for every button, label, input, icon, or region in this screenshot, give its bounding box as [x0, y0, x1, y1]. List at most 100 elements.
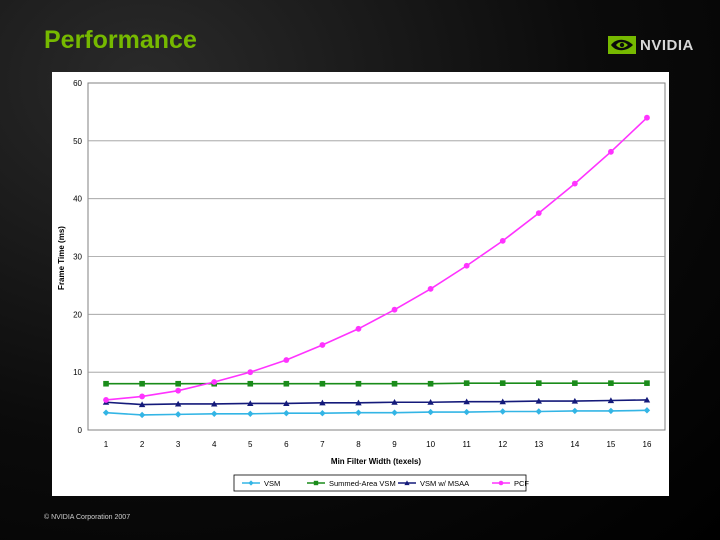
data-point-vsm-w-msaa — [319, 399, 326, 406]
data-point-summed-area-vsm — [103, 380, 109, 387]
y-tick-label: 20 — [73, 310, 82, 319]
x-tick-label: 13 — [534, 440, 543, 449]
y-tick-label: 60 — [73, 79, 82, 88]
slide-title: Performance — [44, 26, 197, 54]
legend-marker — [404, 480, 410, 486]
series-line-pcf — [105, 117, 648, 401]
legend-label: Summed-Area VSM — [329, 479, 396, 488]
data-point-pcf — [175, 387, 182, 394]
data-point-vsm-w-msaa — [463, 398, 470, 405]
data-point-pcf — [283, 357, 290, 363]
y-tick-label: 0 — [78, 426, 83, 435]
data-point-vsm-w-msaa — [643, 396, 651, 403]
data-point-pcf — [463, 262, 470, 269]
data-point-pcf — [535, 210, 542, 217]
x-tick-label: 15 — [606, 440, 615, 449]
data-point-vsm-w-msaa — [283, 400, 290, 406]
data-point-summed-area-vsm — [247, 380, 254, 387]
nvidia-logo: NVIDIA — [608, 34, 716, 56]
x-tick-label: 2 — [140, 440, 145, 449]
data-point-vsm-w-msaa — [427, 399, 434, 405]
legend-marker — [498, 480, 504, 486]
data-point-pcf — [211, 379, 218, 385]
data-point-vsm — [571, 407, 579, 415]
data-point-summed-area-vsm — [283, 380, 290, 387]
data-point-vsm — [283, 410, 290, 417]
data-point-vsm-w-msaa — [571, 397, 579, 404]
data-point-summed-area-vsm — [463, 380, 470, 386]
data-point-summed-area-vsm — [535, 380, 542, 386]
data-point-vsm — [355, 409, 362, 416]
data-point-vsm-w-msaa — [535, 397, 542, 404]
logo-text: NVIDIA — [640, 36, 694, 54]
data-point-vsm-w-msaa — [607, 397, 615, 404]
legend-entry-pcf: PCF — [492, 479, 529, 488]
series-vsm-w-msaa — [102, 396, 651, 408]
data-point-pcf — [427, 285, 434, 292]
data-point-vsm — [319, 410, 326, 417]
copyright-footer: © NVIDIA Corporation 2007 — [44, 514, 131, 521]
x-tick-label: 3 — [176, 440, 181, 449]
x-tick-label: 12 — [498, 440, 507, 449]
x-tick-label: 4 — [212, 440, 217, 449]
series-line-vsm-w-msaa — [105, 399, 647, 406]
series-vsm — [102, 407, 651, 419]
data-point-pcf — [139, 393, 145, 400]
data-point-vsm — [463, 408, 470, 416]
legend-box — [233, 474, 527, 492]
series-summed-area-vsm — [103, 380, 650, 387]
data-point-summed-area-vsm — [319, 380, 326, 387]
x-tick-label: 7 — [320, 440, 325, 449]
data-point-pcf — [644, 114, 650, 121]
data-point-pcf — [103, 397, 109, 403]
data-point-summed-area-vsm — [355, 380, 362, 387]
data-point-pcf — [608, 148, 614, 155]
legend-entry-summed-area-vsm: Summed-Area VSM — [307, 479, 396, 488]
x-axis-label: Min Filter Width (texels) — [331, 457, 421, 466]
x-tick-label: 10 — [426, 440, 435, 449]
x-tick-label: 8 — [356, 440, 361, 449]
data-point-vsm-w-msaa — [138, 401, 146, 408]
x-tick-label: 9 — [392, 440, 397, 449]
series-line-summed-area-vsm — [106, 382, 647, 385]
data-point-pcf — [499, 237, 506, 244]
x-tick-label: 16 — [643, 440, 652, 449]
chart-panel: 0 10 20 30 40 50 60 1 2 3 4 5 6 7 8 9 10 11 12 13 14 15 16 Min… — [52, 72, 669, 496]
y-tick-label: 30 — [73, 253, 82, 262]
data-point-pcf — [355, 325, 362, 332]
legend-entry-vsm-w-msaa: VSM w/ MSAA — [398, 479, 469, 488]
data-point-vsm-w-msaa — [391, 399, 398, 405]
x-tick-label: 1 — [104, 440, 109, 449]
data-point-vsm-w-msaa — [355, 399, 362, 406]
x-tick-label: 14 — [570, 440, 579, 449]
x-tick-label: 6 — [284, 440, 289, 449]
data-point-vsm — [643, 407, 651, 414]
legend-marker — [313, 480, 319, 486]
data-point-vsm-w-msaa — [499, 398, 506, 405]
legend-label: VSM — [264, 479, 280, 488]
data-point-pcf — [319, 342, 326, 348]
data-point-pcf — [571, 180, 578, 187]
legend-marker — [248, 480, 254, 486]
data-point-vsm — [391, 409, 398, 416]
data-point-vsm-w-msaa — [174, 400, 182, 407]
x-tick-label: 5 — [248, 440, 253, 449]
x-tick-label: 11 — [463, 440, 472, 449]
data-point-vsm — [499, 408, 506, 415]
data-point-summed-area-vsm — [608, 380, 614, 386]
y-tick-label: 40 — [73, 195, 82, 204]
series-pcf — [103, 114, 650, 403]
y-axis-label: Frame Time (ms) — [57, 226, 66, 290]
data-point-summed-area-vsm — [427, 380, 434, 387]
data-point-vsm — [211, 410, 218, 418]
data-point-summed-area-vsm — [391, 380, 398, 387]
data-point-summed-area-vsm — [175, 380, 181, 387]
series-line-vsm — [105, 409, 647, 416]
data-point-vsm — [535, 408, 542, 415]
data-point-vsm — [427, 408, 434, 416]
data-point-summed-area-vsm — [499, 380, 506, 386]
data-point-vsm — [247, 410, 254, 418]
data-point-pcf — [247, 369, 254, 376]
nvidia-eye-icon — [608, 36, 636, 54]
